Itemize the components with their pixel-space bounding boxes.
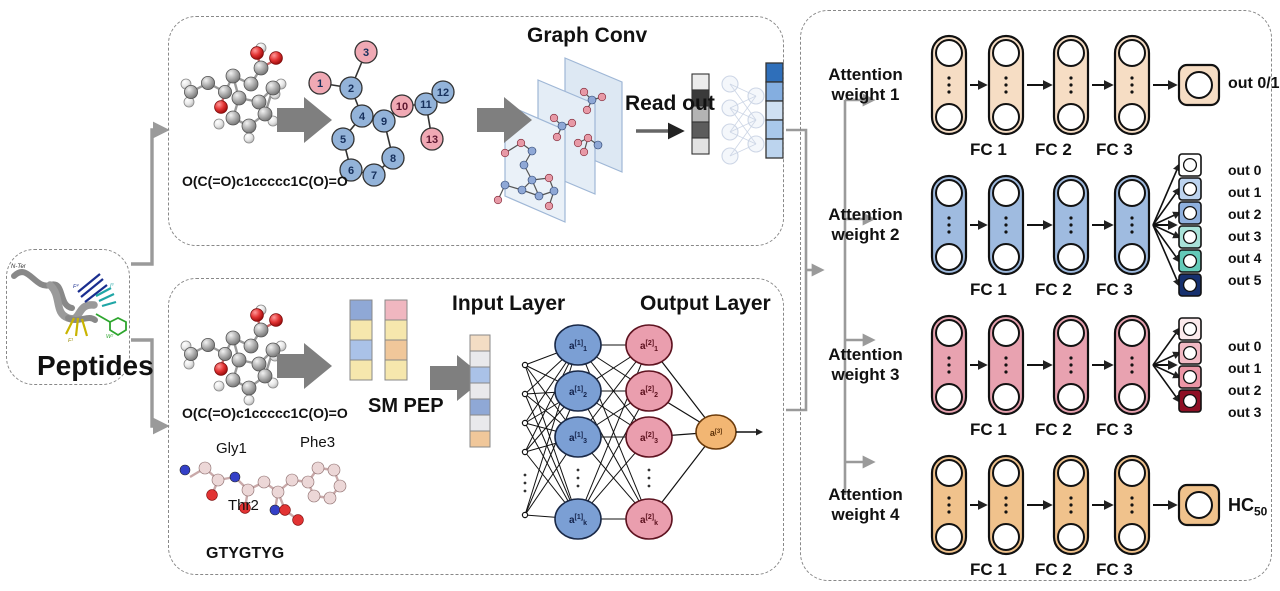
svg-text:N-Ter: N-Ter [11, 264, 27, 270]
svg-text:F⁴: F⁴ [73, 283, 79, 290]
svg-text:I³: I³ [110, 283, 114, 289]
svg-text:F¹: F¹ [68, 338, 73, 344]
svg-text:W²: W² [106, 334, 113, 340]
